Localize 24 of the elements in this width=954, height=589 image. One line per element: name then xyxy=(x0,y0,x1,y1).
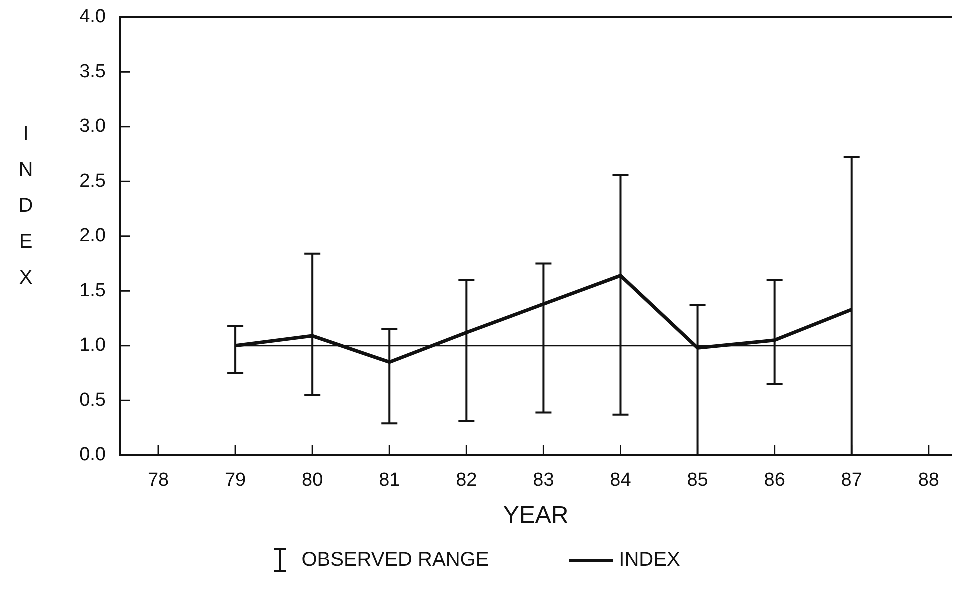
x-tick-label: 85 xyxy=(687,470,708,492)
y-tick-label: 1.0 xyxy=(80,335,106,356)
y-tick-label: 3.0 xyxy=(80,116,106,138)
legend-label: INDEX xyxy=(619,548,680,572)
x-tick-label: 88 xyxy=(918,470,940,492)
x-tick-label: 84 xyxy=(610,470,632,492)
x-tick-label: 79 xyxy=(224,470,246,492)
x-tick-label: 82 xyxy=(456,470,478,492)
y-axis-title: INDEX xyxy=(18,122,34,289)
y-tick-label: 0.5 xyxy=(80,390,106,411)
y-tick-label: 2.5 xyxy=(80,170,106,192)
x-tick-label: 81 xyxy=(379,470,400,492)
y-tick-label: 0.0 xyxy=(80,444,106,466)
x-tick-label: 87 xyxy=(841,470,862,492)
x-axis-title: YEAR xyxy=(503,502,569,530)
y-tick-label: 4.0 xyxy=(80,6,106,28)
y-tick-label: 2.0 xyxy=(80,226,106,247)
x-tick-label: 86 xyxy=(764,470,786,492)
text: OBSERVED RANGE xyxy=(302,548,490,572)
y-tick-label: 3.5 xyxy=(80,61,106,82)
x-tick-label: 78 xyxy=(148,470,170,492)
x-tick-label: 80 xyxy=(302,470,324,492)
y-tick-label: 1.5 xyxy=(80,280,106,302)
x-tick-label: 83 xyxy=(533,470,554,492)
